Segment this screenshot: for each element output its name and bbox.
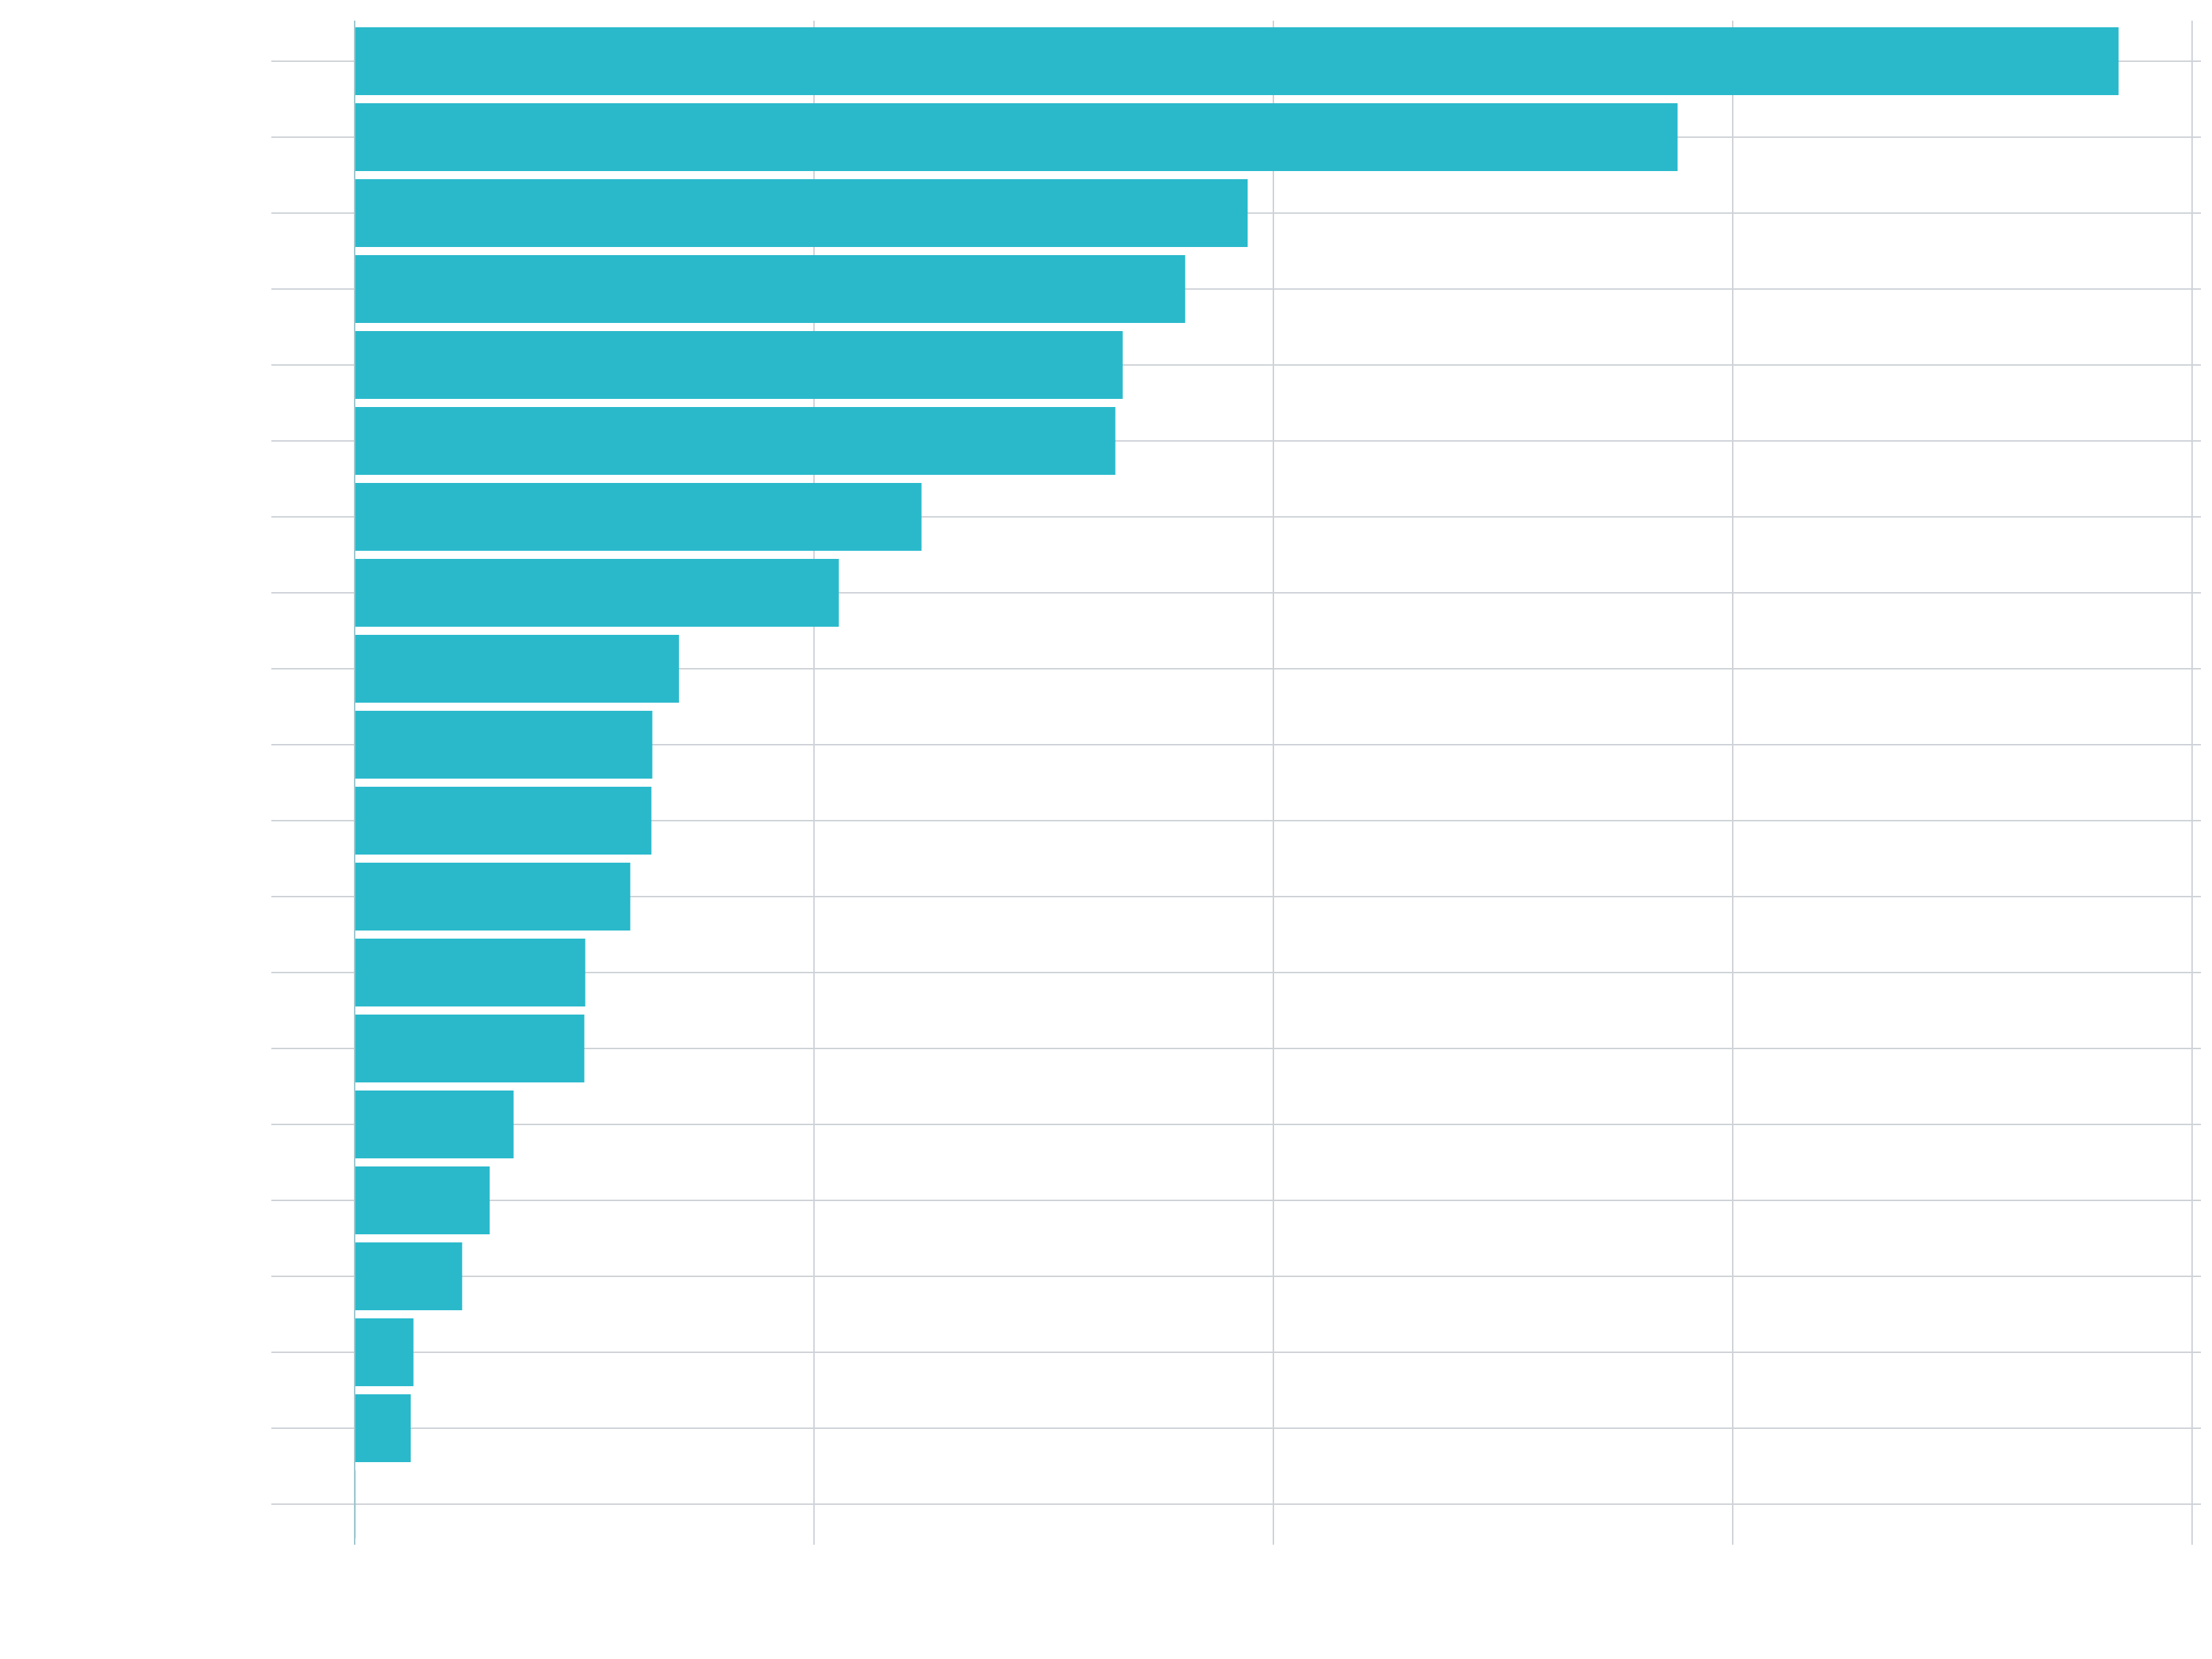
bar <box>355 331 1123 399</box>
bar <box>355 1394 411 1462</box>
bar <box>355 1242 462 1310</box>
bar <box>355 1318 414 1386</box>
bar <box>355 1166 490 1234</box>
bar <box>355 787 652 855</box>
bar <box>355 1015 585 1082</box>
bar <box>355 483 922 551</box>
bars <box>355 27 2119 1538</box>
bar <box>355 255 1186 323</box>
bar <box>355 635 679 703</box>
vertical-gridlines <box>354 21 2193 1545</box>
bar <box>355 1091 514 1158</box>
bar <box>355 863 630 931</box>
bar <box>355 711 653 779</box>
bar <box>355 407 1116 475</box>
bar <box>355 27 2119 95</box>
bar <box>355 103 1678 171</box>
bar <box>355 559 839 627</box>
bar <box>355 939 585 1006</box>
bar <box>355 179 1248 247</box>
